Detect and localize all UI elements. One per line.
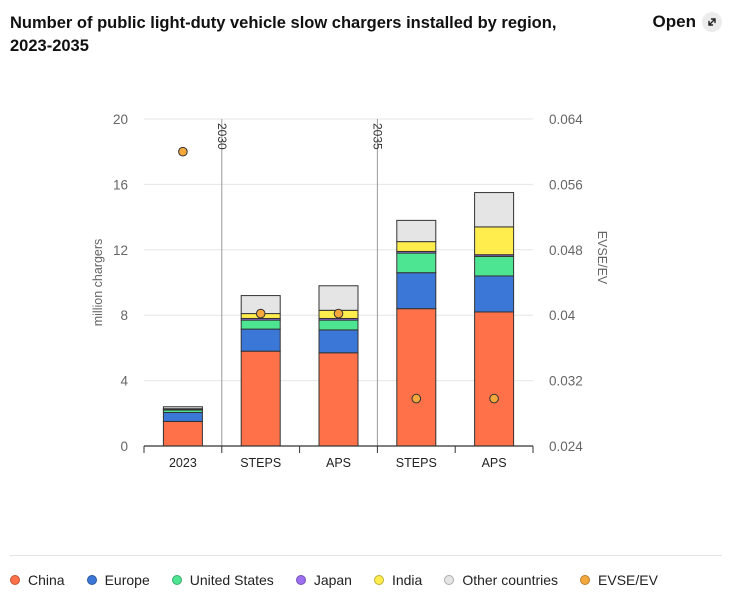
x-tick-label: STEPS [396, 456, 437, 470]
legend-label: India [391, 572, 423, 588]
chart: 2030 2035 2023 STEPS APS STEPS APS 0 4 8 12 16 20 0.0… [91, 112, 609, 470]
y-right-tick-label: 0.04 [549, 308, 576, 323]
x-tick-label: 2023 [169, 456, 197, 470]
expand-icon[interactable] [702, 12, 722, 32]
evse-ev-point [178, 146, 188, 157]
legend-item[interactable]: Japan [295, 572, 352, 588]
bar-segment [240, 319, 281, 330]
x-tick-label: STEPS [240, 456, 281, 470]
bar-segment [396, 219, 437, 243]
y-tick-label: 4 [120, 374, 128, 389]
y-right-tick-label: 0.056 [549, 177, 583, 192]
bar-segment [474, 275, 515, 313]
x-tick-label: APS [482, 456, 507, 470]
y-tick-label: 20 [113, 112, 128, 127]
legend-item[interactable]: United States [171, 572, 274, 588]
legend-item[interactable]: EVSE/EV [580, 572, 658, 588]
legend-swatch [580, 575, 591, 585]
y-axis-title: million chargers [91, 239, 105, 327]
y-tick-label: 0 [120, 439, 128, 454]
legend-item[interactable]: China [10, 572, 65, 588]
legend-item[interactable]: Europe [86, 572, 150, 588]
y-tick-label: 12 [113, 243, 128, 258]
bar-segment [318, 285, 359, 311]
y-right-tick-label: 0.024 [549, 439, 583, 454]
bar-segment [162, 420, 203, 447]
y-right-axis-title: EVSE/EV [595, 231, 609, 285]
bar-segment [474, 255, 515, 277]
y-right-tick-label: 0.048 [549, 243, 583, 258]
legend-label: China [28, 572, 65, 588]
bar-segment [396, 272, 437, 310]
bar-segment [318, 329, 359, 354]
bar-segment [318, 352, 359, 447]
legend-swatch [295, 575, 306, 585]
chart-title: Number of public light-duty vehicle slow… [10, 14, 557, 55]
bar-segment [396, 241, 437, 252]
evse-ev-point [411, 393, 422, 404]
evse-ev-point [255, 308, 266, 319]
legend-label: Other countries [462, 572, 559, 588]
bar-segment [396, 252, 437, 274]
bar-segment [240, 328, 281, 352]
legend: China Europe United States Japan India Other … [10, 572, 658, 588]
evse-ev-point [333, 308, 344, 319]
bar-segment [162, 406, 203, 410]
open-label: Open [652, 12, 696, 31]
legend-swatch [10, 575, 20, 585]
legend-divider [10, 555, 722, 556]
legend-label: EVSE/EV [598, 572, 658, 588]
legend-label: Japan [313, 572, 352, 588]
open-button[interactable]: Open [653, 12, 722, 32]
legend-swatch [171, 575, 182, 585]
y-tick-label: 16 [113, 177, 128, 192]
legend-item[interactable]: Other countries [444, 572, 558, 588]
bar-segment [318, 319, 359, 331]
bar-segment [474, 226, 515, 256]
bar-segment [240, 350, 281, 447]
group-label: 2030 [215, 123, 229, 150]
bar-segment [474, 311, 515, 447]
evse-ev-point [489, 393, 499, 404]
legend-swatch [444, 575, 455, 585]
legend-swatch [86, 575, 97, 585]
legend-label: Europe [104, 572, 150, 588]
y-tick-label: 8 [120, 308, 128, 323]
legend-label: United States [189, 572, 274, 588]
bar-segment [474, 192, 515, 228]
group-label: 2035 [371, 123, 385, 150]
bar-segment [396, 308, 437, 447]
legend-swatch [373, 575, 384, 585]
y-right-tick-label: 0.032 [549, 374, 583, 389]
legend-item[interactable]: India [373, 572, 423, 588]
x-tick-label: APS [326, 456, 351, 470]
bar-segment [162, 411, 203, 422]
y-right-tick-label: 0.064 [549, 112, 583, 127]
